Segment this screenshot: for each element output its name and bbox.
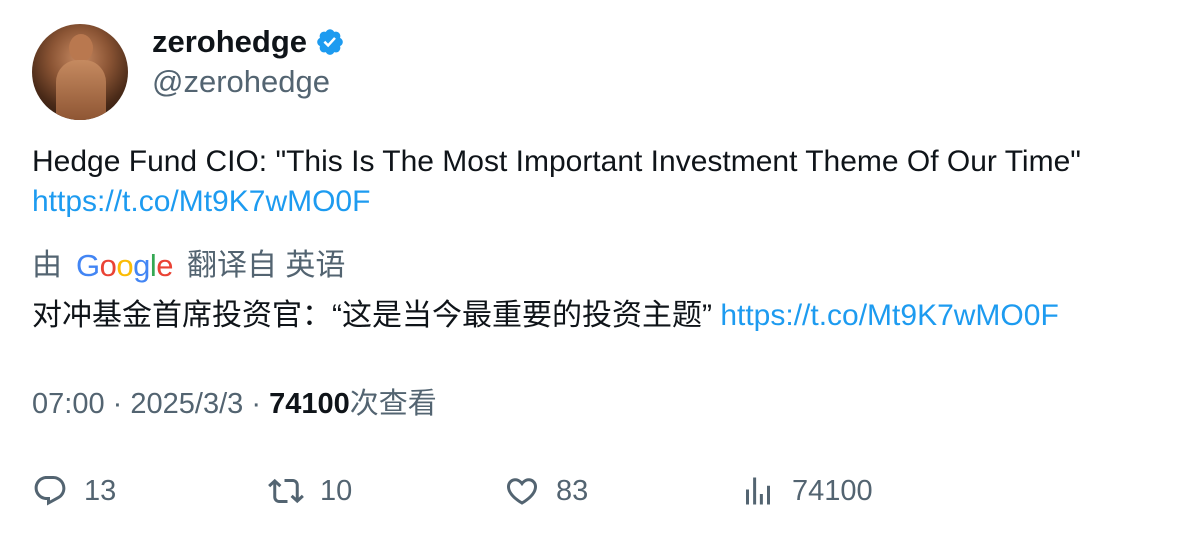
like-count: 83 — [556, 475, 589, 507]
google-logo: Google — [76, 248, 174, 283]
avatar[interactable] — [32, 24, 128, 120]
reply-count: 13 — [84, 475, 117, 507]
tweet-body: Hedge Fund CIO: "This Is The Most Import… — [32, 142, 1172, 222]
reply-icon — [34, 476, 66, 506]
tweet-time[interactable]: 07:00 — [32, 388, 105, 420]
verified-badge-icon — [317, 29, 343, 55]
like-button[interactable]: 83 — [504, 471, 588, 511]
heart-icon — [506, 478, 538, 505]
views-label: 次查看 — [349, 388, 437, 420]
tweet-metadata: 07:00 · 2025/3/3 · 74100次查看 — [32, 384, 437, 424]
tweet-text: Hedge Fund CIO: "This Is The Most Import… — [32, 145, 1081, 178]
views-button[interactable]: 74100 — [740, 471, 873, 511]
retweet-count: 10 — [320, 475, 353, 507]
views-count: 74100 — [269, 388, 350, 420]
analytics-icon — [746, 477, 770, 505]
tweet-link[interactable]: https://t.co/Mt9K7wMO0F — [32, 185, 371, 218]
meta-separator: · — [251, 388, 261, 420]
views-action-count: 74100 — [792, 475, 873, 507]
translated-link[interactable]: https://t.co/Mt9K7wMO0F — [720, 299, 1059, 332]
avatar-torso-shape — [56, 60, 106, 120]
display-name[interactable]: zerohedge — [152, 24, 308, 59]
retweet-icon — [268, 478, 304, 504]
retweet-button[interactable]: 10 — [268, 471, 352, 511]
author-name-row: zerohedge — [152, 22, 345, 62]
translation-suffix: 翻译自 英语 — [187, 249, 346, 282]
translation-prefix: 由 — [32, 249, 62, 282]
translated-text-block: 对冲基金首席投资官：“这是当今最重要的投资主题” https://t.co/Mt… — [32, 296, 1182, 336]
avatar-head-shape — [69, 34, 93, 62]
tweet-date[interactable]: 2025/3/3 — [130, 388, 244, 420]
translated-text: 对冲基金首席投资官：“这是当今最重要的投资主题” — [32, 299, 712, 332]
user-handle[interactable]: @zerohedge — [152, 64, 330, 99]
reply-button[interactable]: 13 — [32, 471, 116, 511]
meta-separator: · — [112, 388, 123, 420]
action-bar: 13 10 83 74100 — [0, 471, 1196, 515]
translation-attribution: 由 Google 翻译自 英语 — [32, 246, 345, 286]
